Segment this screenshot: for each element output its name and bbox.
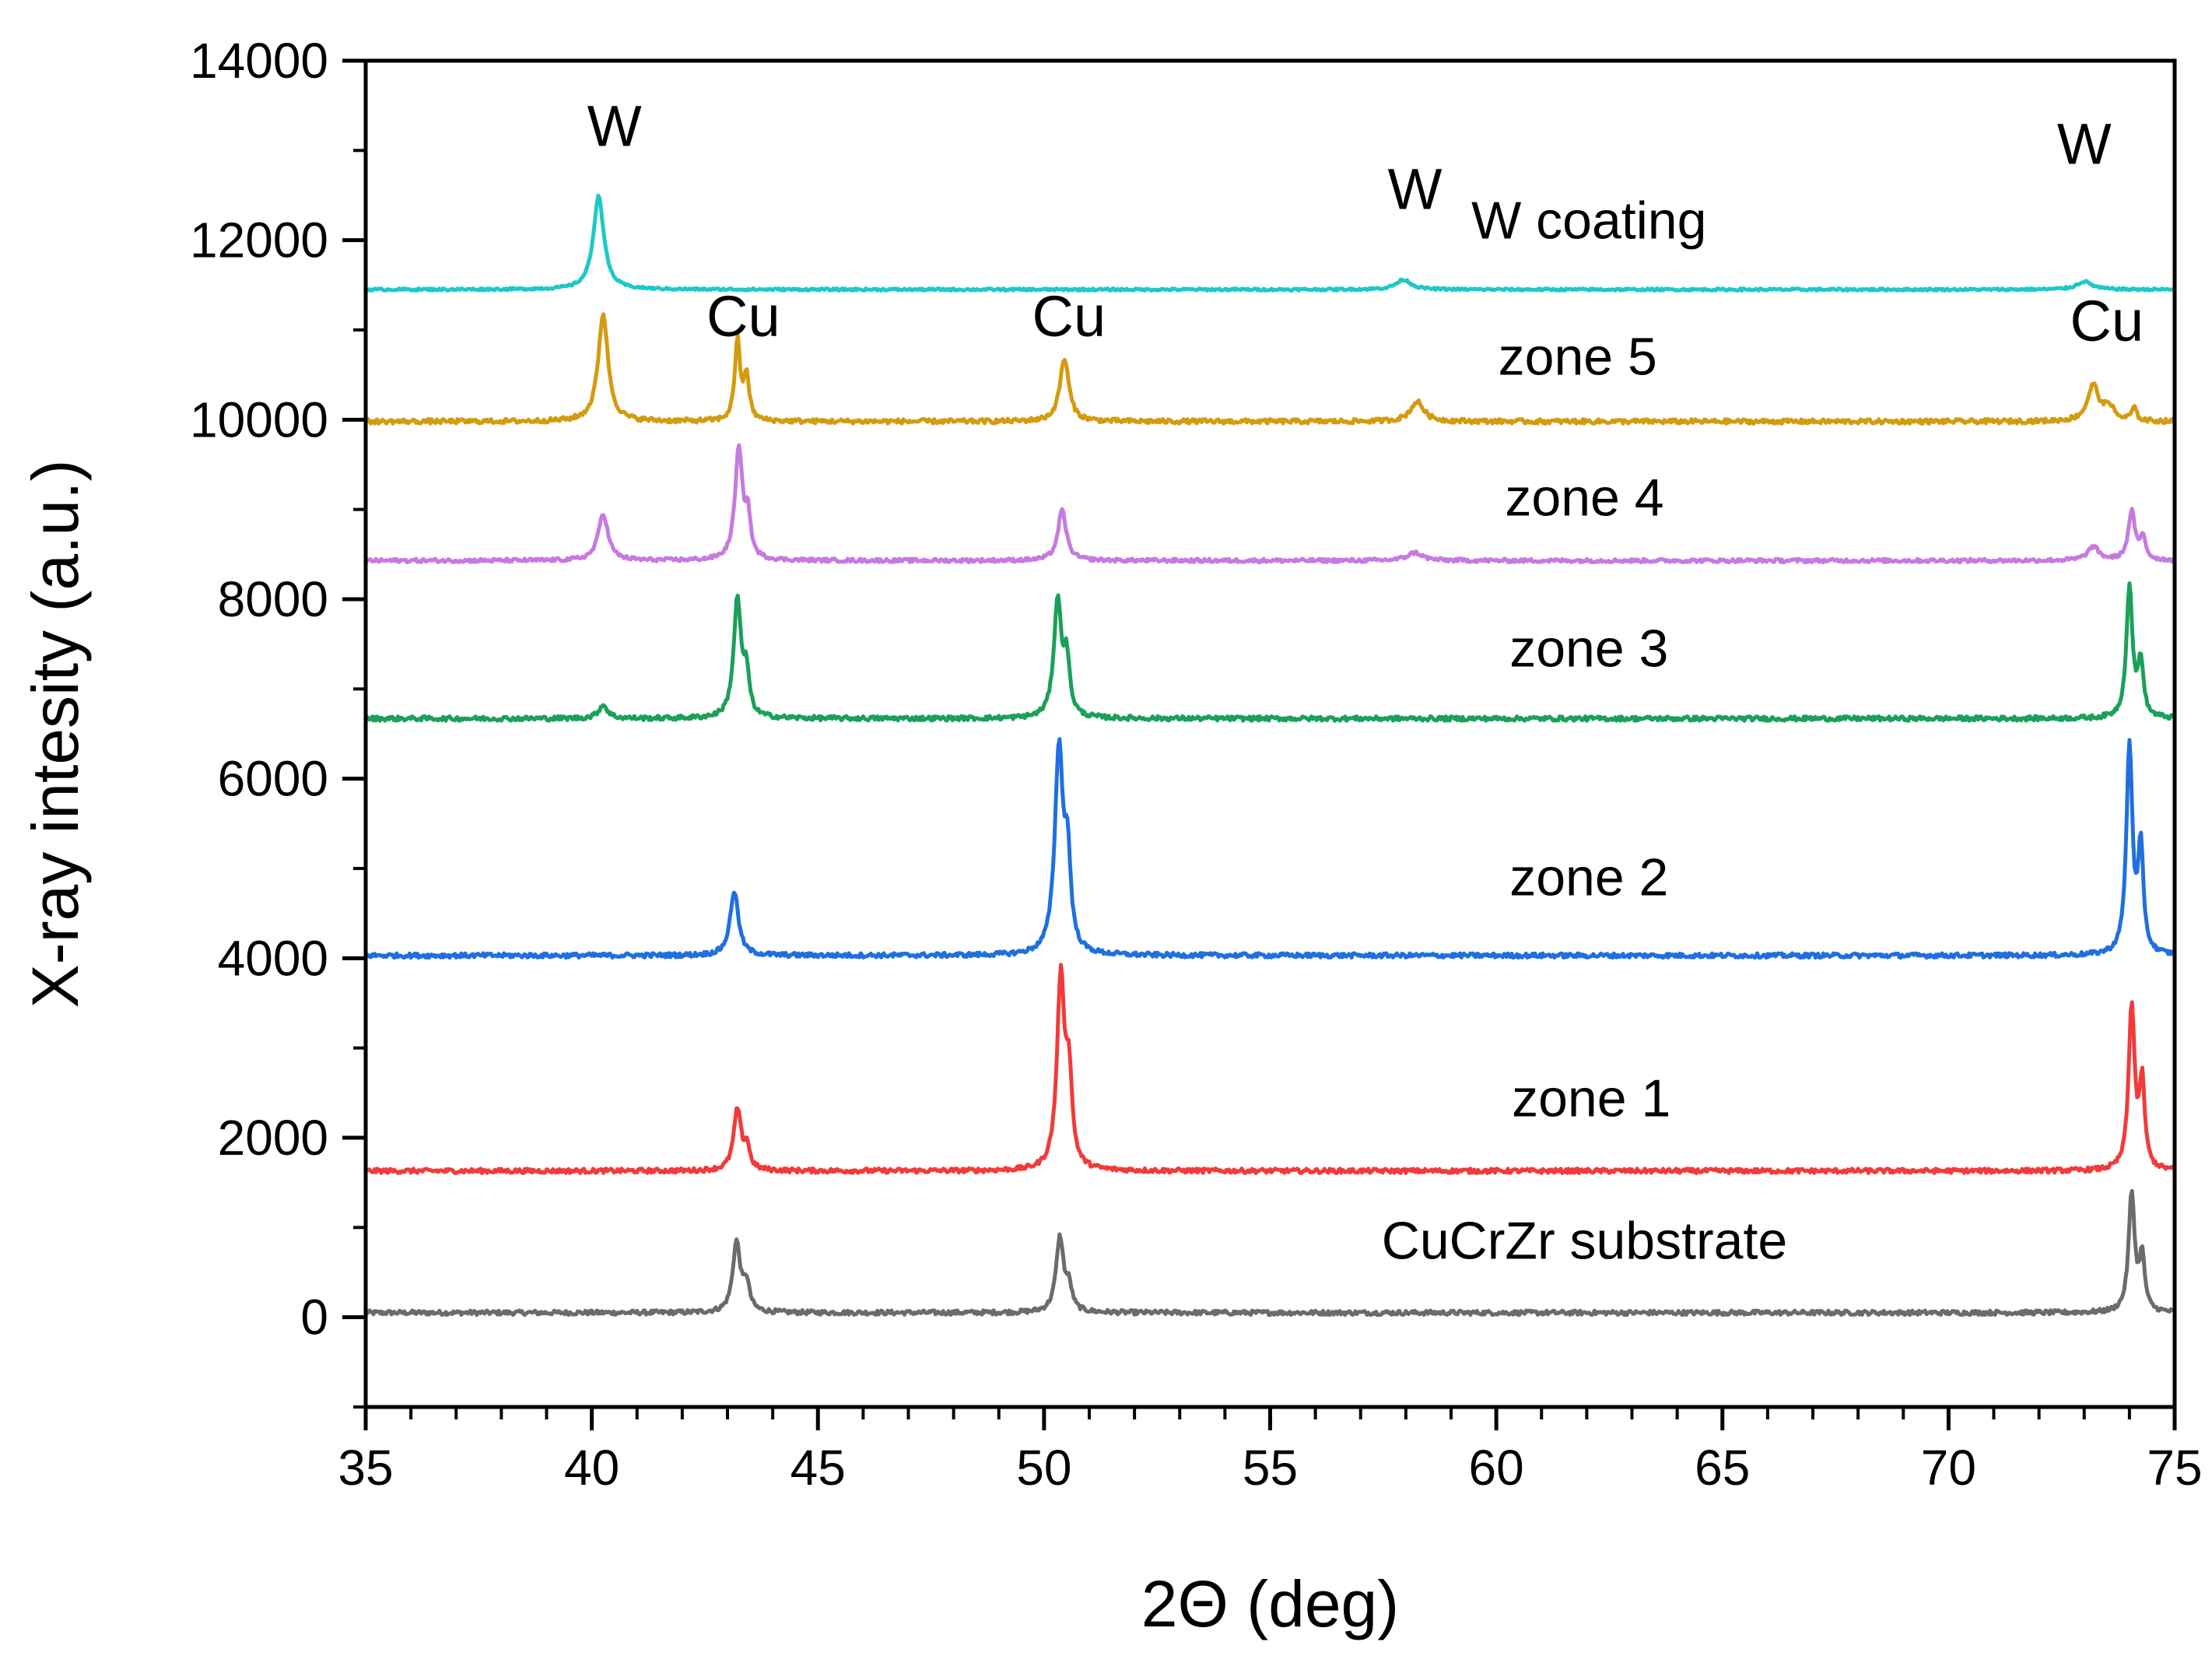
series-label: zone 3 <box>1509 619 1668 679</box>
y-tick-label: 10000 <box>190 391 328 447</box>
peak-label: Cu <box>1032 284 1106 349</box>
ticks-layer: 35 40 45 50 55 60 65 70 75 0 2000 4000 6000 8000 10000… <box>190 33 2203 1496</box>
x-axis-title: 2Θ (deg) <box>1141 1567 1400 1640</box>
x-tick-label: 55 <box>1243 1440 1298 1496</box>
x-tick-label: 65 <box>1695 1440 1750 1496</box>
series-label: zone 1 <box>1512 1068 1670 1128</box>
x-tick-label: 45 <box>791 1440 846 1496</box>
series-line-1 <box>364 1188 2175 1317</box>
peak-label: W <box>587 94 642 159</box>
x-tick-label: 35 <box>338 1440 393 1496</box>
y-tick-label: 14000 <box>190 33 328 89</box>
series-label: W coating <box>1471 191 1706 250</box>
x-tick-label: 60 <box>1469 1440 1524 1496</box>
x-tick-label: 70 <box>1921 1440 1976 1496</box>
y-tick-label: 2000 <box>218 1110 328 1166</box>
peak-label: Cu <box>706 284 780 349</box>
x-tick-label: 50 <box>1016 1440 1071 1496</box>
series-label: zone 5 <box>1499 328 1657 387</box>
x-tick-label: 40 <box>564 1440 619 1496</box>
peak-label: W <box>1388 156 1443 221</box>
series-label: CuCrZr substrate <box>1382 1212 1787 1271</box>
y-axis-title: X-ray intesity (a.u.) <box>19 460 92 1009</box>
series-line-3 <box>365 737 2177 960</box>
peak-label: Cu <box>2070 289 2144 353</box>
series-line-7 <box>364 193 2176 293</box>
series-layer <box>363 193 2177 1317</box>
y-tick-label: 6000 <box>218 751 328 807</box>
peak-label: W <box>2057 112 2112 177</box>
x-tick-label: 75 <box>2147 1440 2202 1496</box>
series-line-6 <box>363 312 2176 426</box>
y-tick-label: 0 <box>300 1289 328 1346</box>
plot-frame <box>363 58 2177 1409</box>
labels-layer: W Cu Cu W W Cu W coating zone 5 zone 4 zone 3 zone… <box>587 94 2144 1271</box>
y-tick-label: 4000 <box>218 930 328 986</box>
y-tick-label: 8000 <box>218 571 328 627</box>
series-label: zone 2 <box>1509 848 1668 907</box>
series-line-5 <box>364 443 2176 565</box>
series-line-2 <box>363 963 2176 1175</box>
series-line-4 <box>363 581 2175 723</box>
series-label: zone 4 <box>1505 468 1663 528</box>
y-tick-label: 12000 <box>190 212 328 268</box>
